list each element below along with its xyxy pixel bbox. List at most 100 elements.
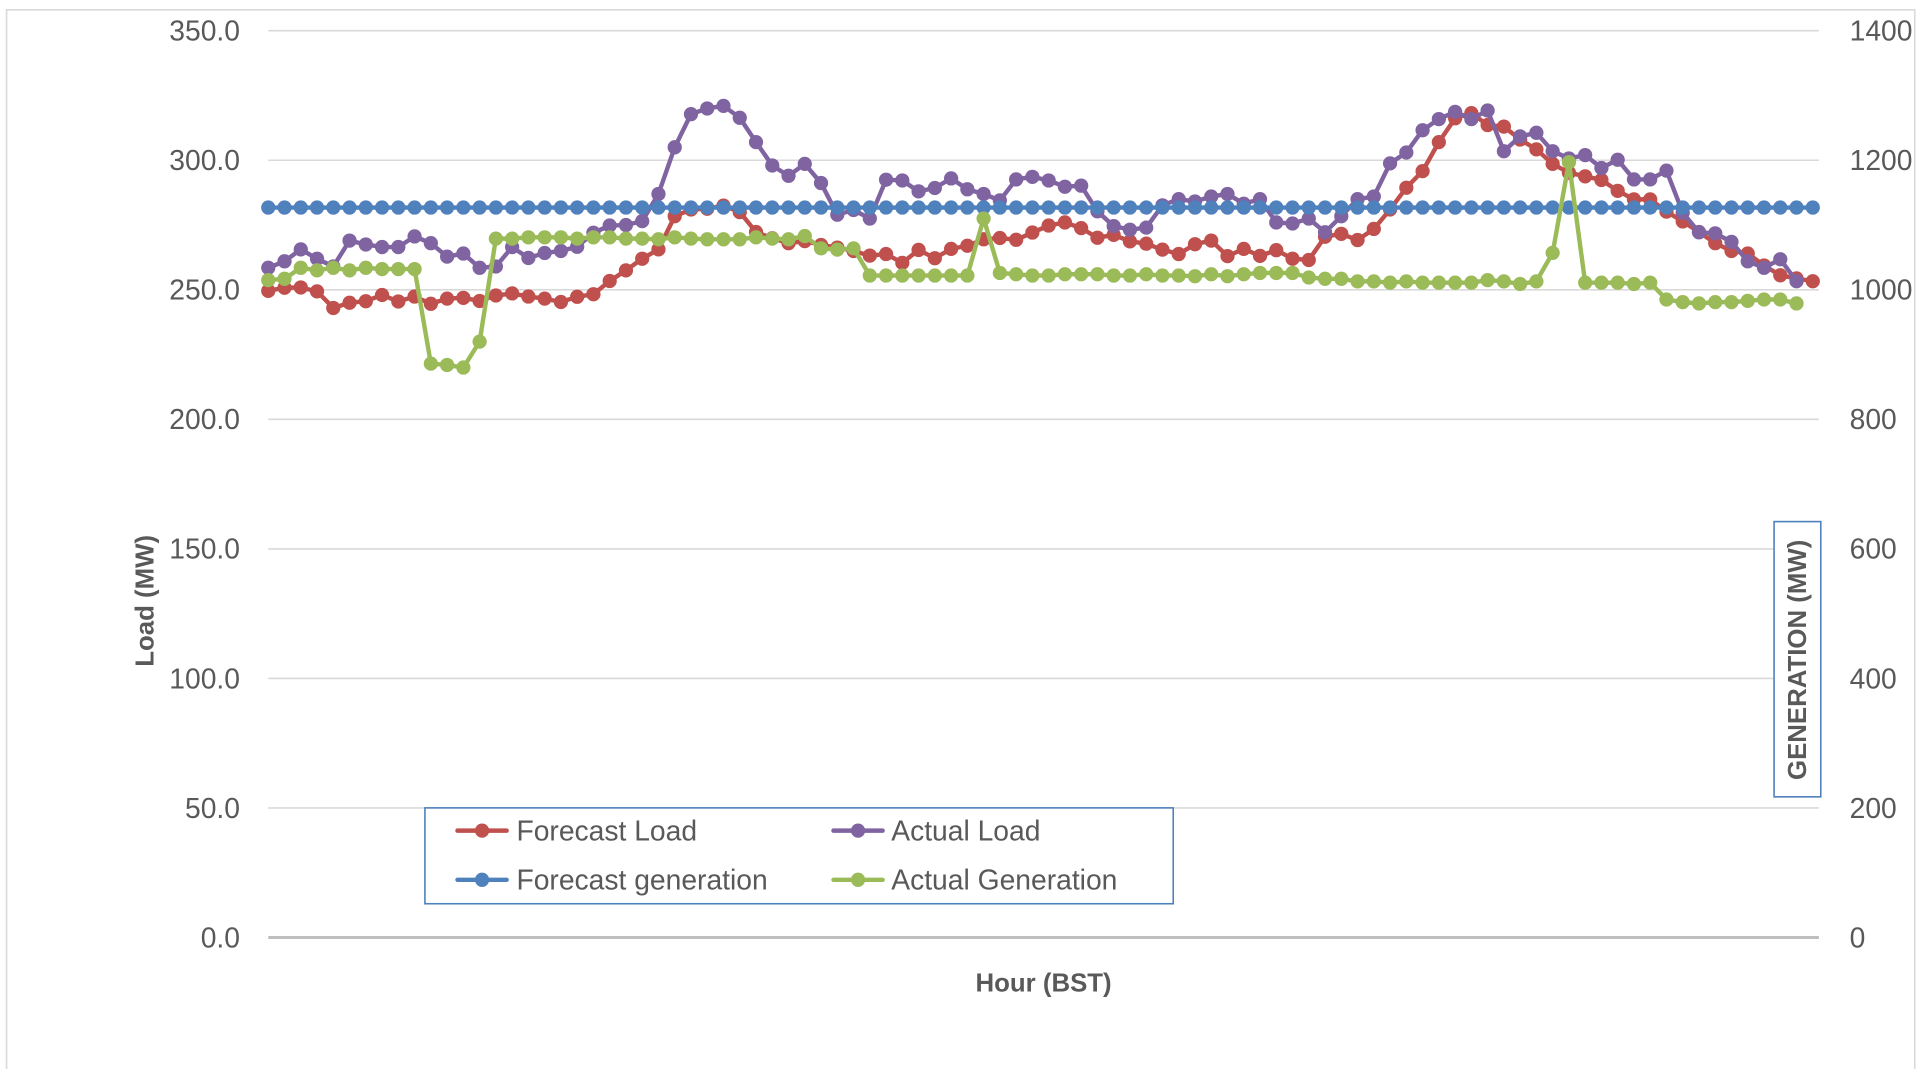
data-point-forecast-generation	[960, 200, 975, 215]
data-point-forecast-generation	[1366, 200, 1381, 215]
data-point-forecast-generation	[1301, 200, 1316, 215]
data-point-forecast-generation	[895, 200, 910, 215]
data-point-forecast-load	[439, 291, 455, 306]
data-point-actual-load	[1431, 111, 1446, 127]
data-point-forecast-load	[992, 230, 1008, 246]
data-point-forecast-generation	[521, 200, 536, 215]
data-point-forecast-generation	[1610, 200, 1625, 215]
data-point-forecast-load	[1496, 119, 1512, 134]
data-point-forecast-load	[423, 296, 438, 311]
data-point-actual-load	[1659, 163, 1674, 178]
legend-item-forecast-generation: Forecast generation	[455, 864, 768, 896]
data-point-forecast-generation	[1643, 200, 1658, 215]
data-point-forecast-load	[1805, 274, 1820, 289]
data-point-actual-generation	[1496, 274, 1512, 289]
data-point-forecast-generation	[878, 200, 894, 215]
data-point-actual-generation	[1529, 274, 1544, 289]
data-point-actual-generation	[1708, 294, 1723, 310]
data-point-actual-generation	[651, 232, 666, 247]
y-tick-label: 200.0	[169, 403, 240, 435]
data-point-actual-generation	[1415, 275, 1430, 290]
data-point-actual-load	[1691, 225, 1707, 240]
data-point-forecast-generation	[716, 200, 731, 215]
data-point-actual-generation	[1334, 271, 1349, 286]
data-point-actual-generation	[1480, 272, 1495, 288]
data-point-actual-generation	[1578, 275, 1593, 290]
data-point-forecast-generation	[1756, 200, 1772, 215]
data-point-actual-generation	[1220, 269, 1235, 284]
data-point-actual-generation	[1090, 267, 1105, 282]
data-point-forecast-generation	[1285, 200, 1300, 215]
data-point-forecast-load	[521, 289, 536, 304]
data-point-forecast-load	[635, 251, 650, 266]
data-point-forecast-load	[1204, 233, 1219, 248]
data-point-actual-generation	[1139, 267, 1154, 282]
data-point-actual-generation	[1106, 268, 1121, 283]
legend-label: Forecast generation	[516, 864, 767, 896]
data-point-actual-generation	[1317, 271, 1333, 286]
data-point-forecast-generation	[846, 200, 861, 215]
data-point-forecast-generation	[1009, 200, 1024, 215]
data-point-actual-generation	[683, 231, 699, 246]
data-point-actual-generation	[911, 268, 926, 283]
data-point-forecast-generation	[748, 200, 764, 215]
y-tick-label: 0.0	[201, 921, 240, 953]
data-point-actual-generation	[830, 242, 845, 257]
data-point-actual-load	[1773, 252, 1788, 267]
y-axis-tick-labels: 350.0 300.0 250.0 200.0 150.0 100.0 50.0 0.0	[169, 15, 240, 954]
data-point-forecast-generation	[813, 200, 829, 215]
data-point-actual-load	[456, 246, 471, 261]
data-point-forecast-generation	[911, 200, 926, 215]
data-point-forecast-generation	[1041, 200, 1056, 215]
data-point-actual-generation	[1269, 265, 1284, 281]
data-point-actual-load	[553, 243, 569, 259]
data-point-forecast-load	[1009, 232, 1024, 247]
data-point-actual-load	[700, 101, 715, 116]
data-point-forecast-generation	[1529, 200, 1544, 215]
data-point-actual-generation	[878, 268, 894, 283]
data-point-actual-generation	[1122, 268, 1138, 283]
y-tick-label: 300.0	[169, 144, 240, 176]
data-point-actual-load	[1594, 160, 1609, 176]
data-point-actual-generation	[1236, 267, 1251, 282]
data-point-actual-generation	[618, 231, 634, 246]
secondary-y-tick-label: 1200	[1850, 144, 1913, 176]
data-point-actual-generation	[1675, 294, 1690, 310]
data-point-actual-load	[1545, 144, 1560, 159]
data-point-actual-load	[1724, 234, 1739, 250]
data-point-actual-load	[1708, 226, 1723, 241]
data-point-forecast-load	[1057, 215, 1073, 230]
data-point-forecast-load	[1366, 221, 1381, 237]
data-point-actual-load	[813, 175, 829, 191]
data-point-actual-load	[1513, 129, 1528, 144]
legend-swatch-marker	[474, 872, 490, 887]
data-point-forecast-generation	[992, 200, 1008, 215]
data-point-forecast-generation	[1122, 200, 1138, 215]
data-point-forecast-generation	[1269, 200, 1284, 215]
data-point-forecast-generation	[781, 200, 796, 215]
data-point-forecast-generation	[927, 200, 942, 215]
data-point-actual-load	[1610, 152, 1625, 167]
data-point-actual-load	[423, 236, 438, 251]
data-point-actual-load	[1074, 178, 1089, 193]
data-point-actual-generation	[1626, 276, 1642, 292]
legend-swatch-marker	[474, 823, 490, 838]
data-point-actual-generation	[1301, 270, 1316, 285]
data-point-forecast-load	[878, 246, 894, 262]
data-point-forecast-generation	[1236, 200, 1251, 215]
data-point-forecast-load	[1610, 183, 1625, 198]
data-point-actual-generation	[1057, 267, 1073, 282]
data-point-forecast-load	[960, 238, 975, 253]
data-point-actual-generation	[765, 231, 780, 246]
data-point-actual-generation	[1009, 267, 1024, 282]
data-point-forecast-load	[602, 273, 617, 289]
data-point-actual-generation	[700, 232, 715, 247]
data-point-forecast-generation	[1447, 200, 1463, 215]
data-point-actual-load	[732, 110, 747, 125]
secondary-y-tick-label: 800	[1850, 403, 1897, 435]
data-point-actual-generation	[1659, 292, 1674, 307]
data-point-forecast-load	[488, 288, 504, 303]
data-point-forecast-generation	[1594, 200, 1609, 215]
data-point-forecast-generation	[1155, 200, 1170, 215]
data-point-actual-load	[1399, 145, 1414, 160]
